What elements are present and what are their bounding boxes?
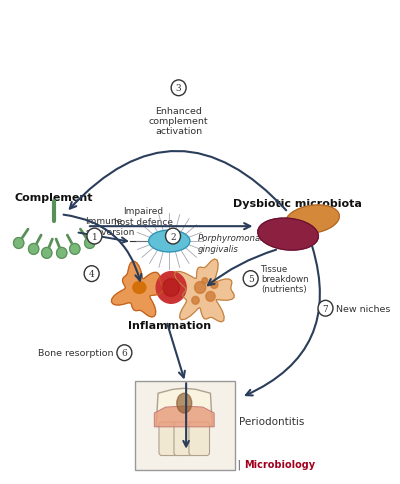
Text: 2: 2 [170, 232, 176, 241]
Circle shape [156, 272, 186, 303]
Ellipse shape [133, 282, 146, 294]
Text: 4: 4 [89, 270, 94, 279]
Circle shape [210, 281, 218, 289]
Text: New niches: New niches [336, 304, 390, 313]
Text: 5: 5 [248, 274, 254, 284]
FancyBboxPatch shape [189, 422, 210, 455]
Text: Dysbiotic microbiota: Dysbiotic microbiota [233, 198, 362, 208]
Polygon shape [154, 406, 214, 427]
Text: Enhanced
complement
activation: Enhanced complement activation [149, 106, 208, 136]
Polygon shape [174, 259, 234, 322]
Circle shape [87, 228, 102, 244]
Circle shape [192, 297, 199, 304]
Circle shape [171, 81, 186, 96]
Circle shape [194, 282, 206, 294]
Circle shape [85, 238, 95, 249]
Circle shape [70, 244, 80, 255]
FancyBboxPatch shape [159, 422, 180, 455]
Circle shape [166, 228, 180, 244]
Text: Microbiology: Microbiology [244, 459, 315, 469]
Circle shape [202, 278, 208, 284]
Text: 6: 6 [122, 348, 127, 358]
FancyBboxPatch shape [174, 422, 194, 455]
Circle shape [28, 244, 39, 255]
Text: Inflammation: Inflammation [128, 320, 211, 331]
Text: Tissue
breakdown
(nutrients): Tissue breakdown (nutrients) [261, 264, 308, 294]
Ellipse shape [286, 206, 339, 234]
Text: Immune
subversion: Immune subversion [85, 217, 134, 236]
Text: Porphyromonas
gingivalis: Porphyromonas gingivalis [197, 234, 265, 253]
FancyBboxPatch shape [135, 381, 235, 470]
Text: Periodontitis: Periodontitis [238, 416, 304, 426]
Circle shape [14, 238, 24, 249]
Circle shape [84, 266, 99, 282]
Circle shape [318, 301, 333, 317]
Ellipse shape [258, 219, 318, 251]
Polygon shape [156, 389, 212, 426]
Circle shape [117, 345, 132, 361]
Circle shape [243, 271, 258, 287]
Ellipse shape [177, 393, 192, 413]
Text: Nature Reviews |: Nature Reviews | [158, 459, 244, 469]
Text: Complement: Complement [15, 192, 94, 202]
Circle shape [42, 248, 52, 259]
Polygon shape [111, 262, 164, 318]
Ellipse shape [149, 231, 190, 252]
Circle shape [163, 279, 180, 297]
Text: 3: 3 [176, 84, 182, 93]
Text: Bone resorption: Bone resorption [38, 348, 113, 358]
Circle shape [56, 248, 67, 259]
Circle shape [206, 292, 215, 302]
Text: Impaired
host defence: Impaired host defence [114, 207, 172, 227]
Text: 7: 7 [323, 304, 328, 313]
Text: 1: 1 [92, 232, 97, 241]
